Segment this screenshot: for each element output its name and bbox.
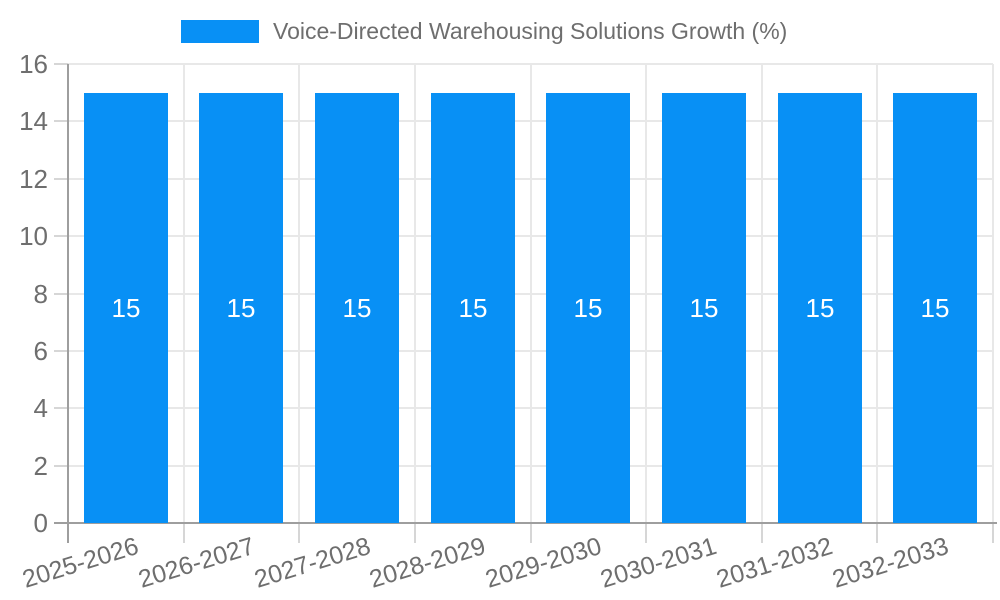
y-axis-tick bbox=[54, 464, 68, 467]
y-axis-tick-label: 12 bbox=[19, 163, 48, 194]
gridline-vertical bbox=[298, 64, 301, 523]
bar: 15 bbox=[84, 93, 168, 523]
x-axis-tick bbox=[298, 523, 301, 543]
bar: 15 bbox=[778, 93, 862, 523]
bar: 15 bbox=[662, 93, 746, 523]
bar: 15 bbox=[199, 93, 283, 523]
x-axis-tick-label: 2027-2028 bbox=[250, 532, 374, 594]
x-axis-tick bbox=[645, 523, 648, 543]
y-axis-tick bbox=[54, 407, 68, 410]
x-axis-tick bbox=[529, 523, 532, 543]
bar: 15 bbox=[546, 93, 630, 523]
bar-value-label: 15 bbox=[920, 293, 950, 323]
y-axis-tick bbox=[54, 177, 68, 180]
x-axis-tick bbox=[413, 523, 416, 543]
bar-value-label: 15 bbox=[573, 293, 603, 323]
gridline-vertical bbox=[413, 64, 416, 523]
bar-value-label: 15 bbox=[689, 293, 719, 323]
gridline-vertical bbox=[182, 64, 185, 523]
y-axis-tick bbox=[54, 292, 68, 295]
bar: 15 bbox=[431, 93, 515, 523]
legend-swatch-icon bbox=[181, 19, 259, 43]
y-axis-line bbox=[67, 64, 69, 543]
y-axis-tick bbox=[54, 235, 68, 238]
gridline-vertical bbox=[645, 64, 648, 523]
x-axis-tick-label: 2032-2033 bbox=[828, 532, 952, 594]
y-axis-tick-label: 2 bbox=[33, 450, 48, 481]
bar-value-label: 15 bbox=[342, 293, 372, 323]
x-axis-tick bbox=[876, 523, 879, 543]
gridline-vertical bbox=[876, 64, 879, 523]
bar-value-label: 15 bbox=[805, 293, 835, 323]
bar-value-label: 15 bbox=[458, 293, 488, 323]
x-axis-tick-label: 2030-2031 bbox=[597, 532, 721, 594]
y-axis-tick-label: 8 bbox=[33, 278, 48, 309]
bar: 15 bbox=[893, 93, 977, 523]
gridline-vertical bbox=[992, 64, 994, 523]
x-axis-tick-label: 2031-2032 bbox=[713, 532, 836, 594]
x-axis-tick-label: 2029-2030 bbox=[481, 532, 605, 594]
y-axis-tick-label: 4 bbox=[33, 393, 48, 424]
x-axis-tick-label: 2028-2029 bbox=[366, 532, 489, 594]
x-axis-tick bbox=[992, 523, 994, 543]
x-axis-tick bbox=[760, 523, 763, 543]
x-axis-tick bbox=[182, 523, 185, 543]
gridline-vertical bbox=[529, 64, 532, 523]
y-axis-tick bbox=[54, 63, 68, 65]
y-axis-tick-label: 16 bbox=[19, 49, 48, 79]
y-axis-tick-label: 10 bbox=[19, 221, 48, 252]
y-axis-tick bbox=[54, 349, 68, 352]
y-axis-tick-label: 0 bbox=[33, 508, 48, 538]
legend-label: Voice-Directed Warehousing Solutions Gro… bbox=[273, 18, 788, 44]
y-axis-tick bbox=[54, 120, 68, 123]
bar-value-label: 15 bbox=[111, 293, 141, 323]
x-axis-tick-label: 2025-2026 bbox=[19, 532, 142, 594]
legend-item[interactable]: Voice-Directed Warehousing Solutions Gro… bbox=[181, 14, 787, 48]
bar: 15 bbox=[315, 93, 399, 523]
y-axis-tick-label: 6 bbox=[33, 335, 48, 366]
gridline-vertical bbox=[760, 64, 763, 523]
y-axis-tick-label: 14 bbox=[19, 106, 48, 137]
x-axis-tick-label: 2026-2027 bbox=[135, 532, 258, 594]
bar-value-label: 15 bbox=[226, 293, 256, 323]
x-axis-line bbox=[54, 522, 997, 524]
